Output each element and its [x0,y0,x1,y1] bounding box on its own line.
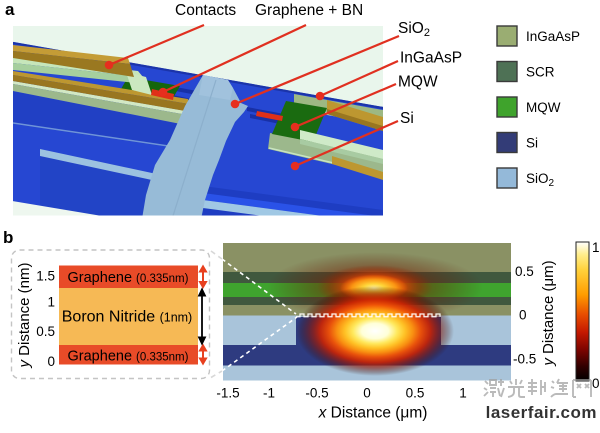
svg-text:-1.5: -1.5 [216,386,239,401]
svg-text:0: 0 [47,354,55,369]
svg-text:b: b [3,228,13,247]
svg-text:0.5: 0.5 [406,386,425,401]
svg-text:MQW: MQW [526,100,561,115]
svg-text:1: 1 [459,386,467,401]
svg-text:Graphene (0.335nm): Graphene (0.335nm) [68,270,189,286]
svg-text:MQW: MQW [398,74,438,91]
svg-text:SiO2: SiO2 [526,171,555,189]
svg-text:0.5: 0.5 [36,324,55,339]
svg-text:-0.5: -0.5 [305,386,328,401]
svg-text:0.5: 0.5 [515,264,534,279]
svg-text:Boron Nitride (1nm): Boron Nitride (1nm) [62,309,192,326]
svg-text:SCR: SCR [526,65,555,80]
svg-text:Contacts: Contacts [175,2,236,19]
svg-text:InGaAsP: InGaAsP [526,29,580,44]
svg-text:-0.5: -0.5 [513,352,536,367]
svg-text:0: 0 [363,386,371,401]
svg-text:y Distance (nm): y Distance (nm) [16,262,33,368]
svg-text:Graphene (0.335nm): Graphene (0.335nm) [68,349,189,365]
svg-text:-1: -1 [263,386,275,401]
svg-text:a: a [5,0,15,19]
svg-text:Si: Si [400,110,414,127]
svg-text:1: 1 [47,295,55,310]
svg-text:1: 1 [592,240,600,255]
svg-text:y Distance (μm): y Distance (μm) [540,260,557,366]
svg-text:InGaAsP: InGaAsP [400,50,462,67]
svg-text:0: 0 [519,308,527,323]
svg-text:Graphene + BN: Graphene + BN [255,2,363,19]
svg-text:x Distance (μm): x Distance (μm) [318,405,428,422]
svg-text:0: 0 [592,376,600,391]
svg-text:laserfair.com: laserfair.com [486,403,597,422]
svg-text:SiO2: SiO2 [398,20,430,39]
svg-text:1.5: 1.5 [36,269,55,284]
svg-text:Si: Si [526,136,538,151]
